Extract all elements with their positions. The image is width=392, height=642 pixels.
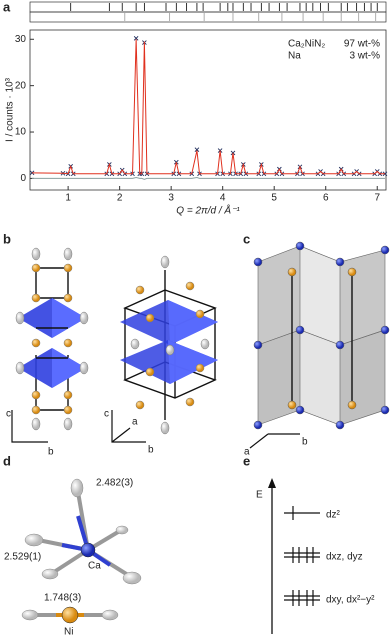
level-label: dxy, dx²−y² <box>326 595 375 606</box>
x-tick-label: 2 <box>117 193 123 204</box>
legend-label: Ca₂NiN₂ <box>288 39 325 50</box>
x-tick-label: 5 <box>271 193 277 204</box>
bragg-frame <box>29 1 387 13</box>
energy-diagram: E dz² dxz, dyz dxy, dx²−y² <box>256 478 375 634</box>
y-tick-label: 30 <box>15 34 27 45</box>
panel-label: e <box>243 453 250 468</box>
y-tick-label: 10 <box>15 127 27 138</box>
x-tick-label: 7 <box>374 193 380 204</box>
axis-label: E <box>256 490 263 501</box>
panel-label: a <box>3 0 11 14</box>
legend-value: 97 wt-% <box>344 39 380 50</box>
atom-label: Ni <box>64 627 73 638</box>
plot-frame <box>29 29 387 191</box>
structure-b2: c b a <box>104 255 218 456</box>
level-label: dxz, dyz <box>326 552 363 563</box>
x-axis-label: Q = 2π/d / Å⁻¹ <box>176 204 240 217</box>
x-tick-label: 6 <box>323 193 329 204</box>
panel-label: d <box>3 453 11 468</box>
structure-d: 2.482(3) 2.529(1) Ca 1.748(3) Ni <box>4 478 142 638</box>
x-tick-label: 3 <box>168 193 174 204</box>
distance-label: 1.748(3) <box>44 593 81 604</box>
legend-label: Na <box>288 51 301 62</box>
y-tick-label: 0 <box>20 173 26 184</box>
distance-label: 2.482(3) <box>96 478 133 489</box>
axis-label: b <box>302 437 308 448</box>
data-point <box>194 147 200 152</box>
x-tick-label: 4 <box>220 193 226 204</box>
y-axis-label: I / counts · 10³ <box>5 77 16 142</box>
axis-label: b <box>48 447 54 458</box>
axis-label: a <box>244 447 250 458</box>
y-tick-label: 20 <box>15 80 27 91</box>
data-line <box>32 176 385 180</box>
structure-b1: c b <box>6 247 89 458</box>
axis-label: b <box>148 445 154 456</box>
structure-c: a b <box>244 241 390 458</box>
powder-pattern: 1 2 3 4 5 6 7 0 10 20 30 Q = 2π/d / Å⁻¹ I / counts ·… <box>5 1 388 217</box>
data-point <box>382 171 388 177</box>
panel-label: c <box>243 231 250 246</box>
data-point <box>133 36 139 41</box>
x-tick-label: 1 <box>65 193 71 204</box>
bragg-frame <box>29 11 387 23</box>
axis-label: c <box>104 409 109 420</box>
axis-label: c <box>6 409 11 420</box>
axis-label: a <box>132 417 138 428</box>
panel-label: b <box>3 231 11 246</box>
data-line <box>32 39 385 175</box>
atom-label: Ca <box>88 561 101 572</box>
distance-label: 2.529(1) <box>4 552 41 563</box>
level-label: dz² <box>326 510 341 521</box>
legend-value: 3 wt-% <box>349 51 380 62</box>
